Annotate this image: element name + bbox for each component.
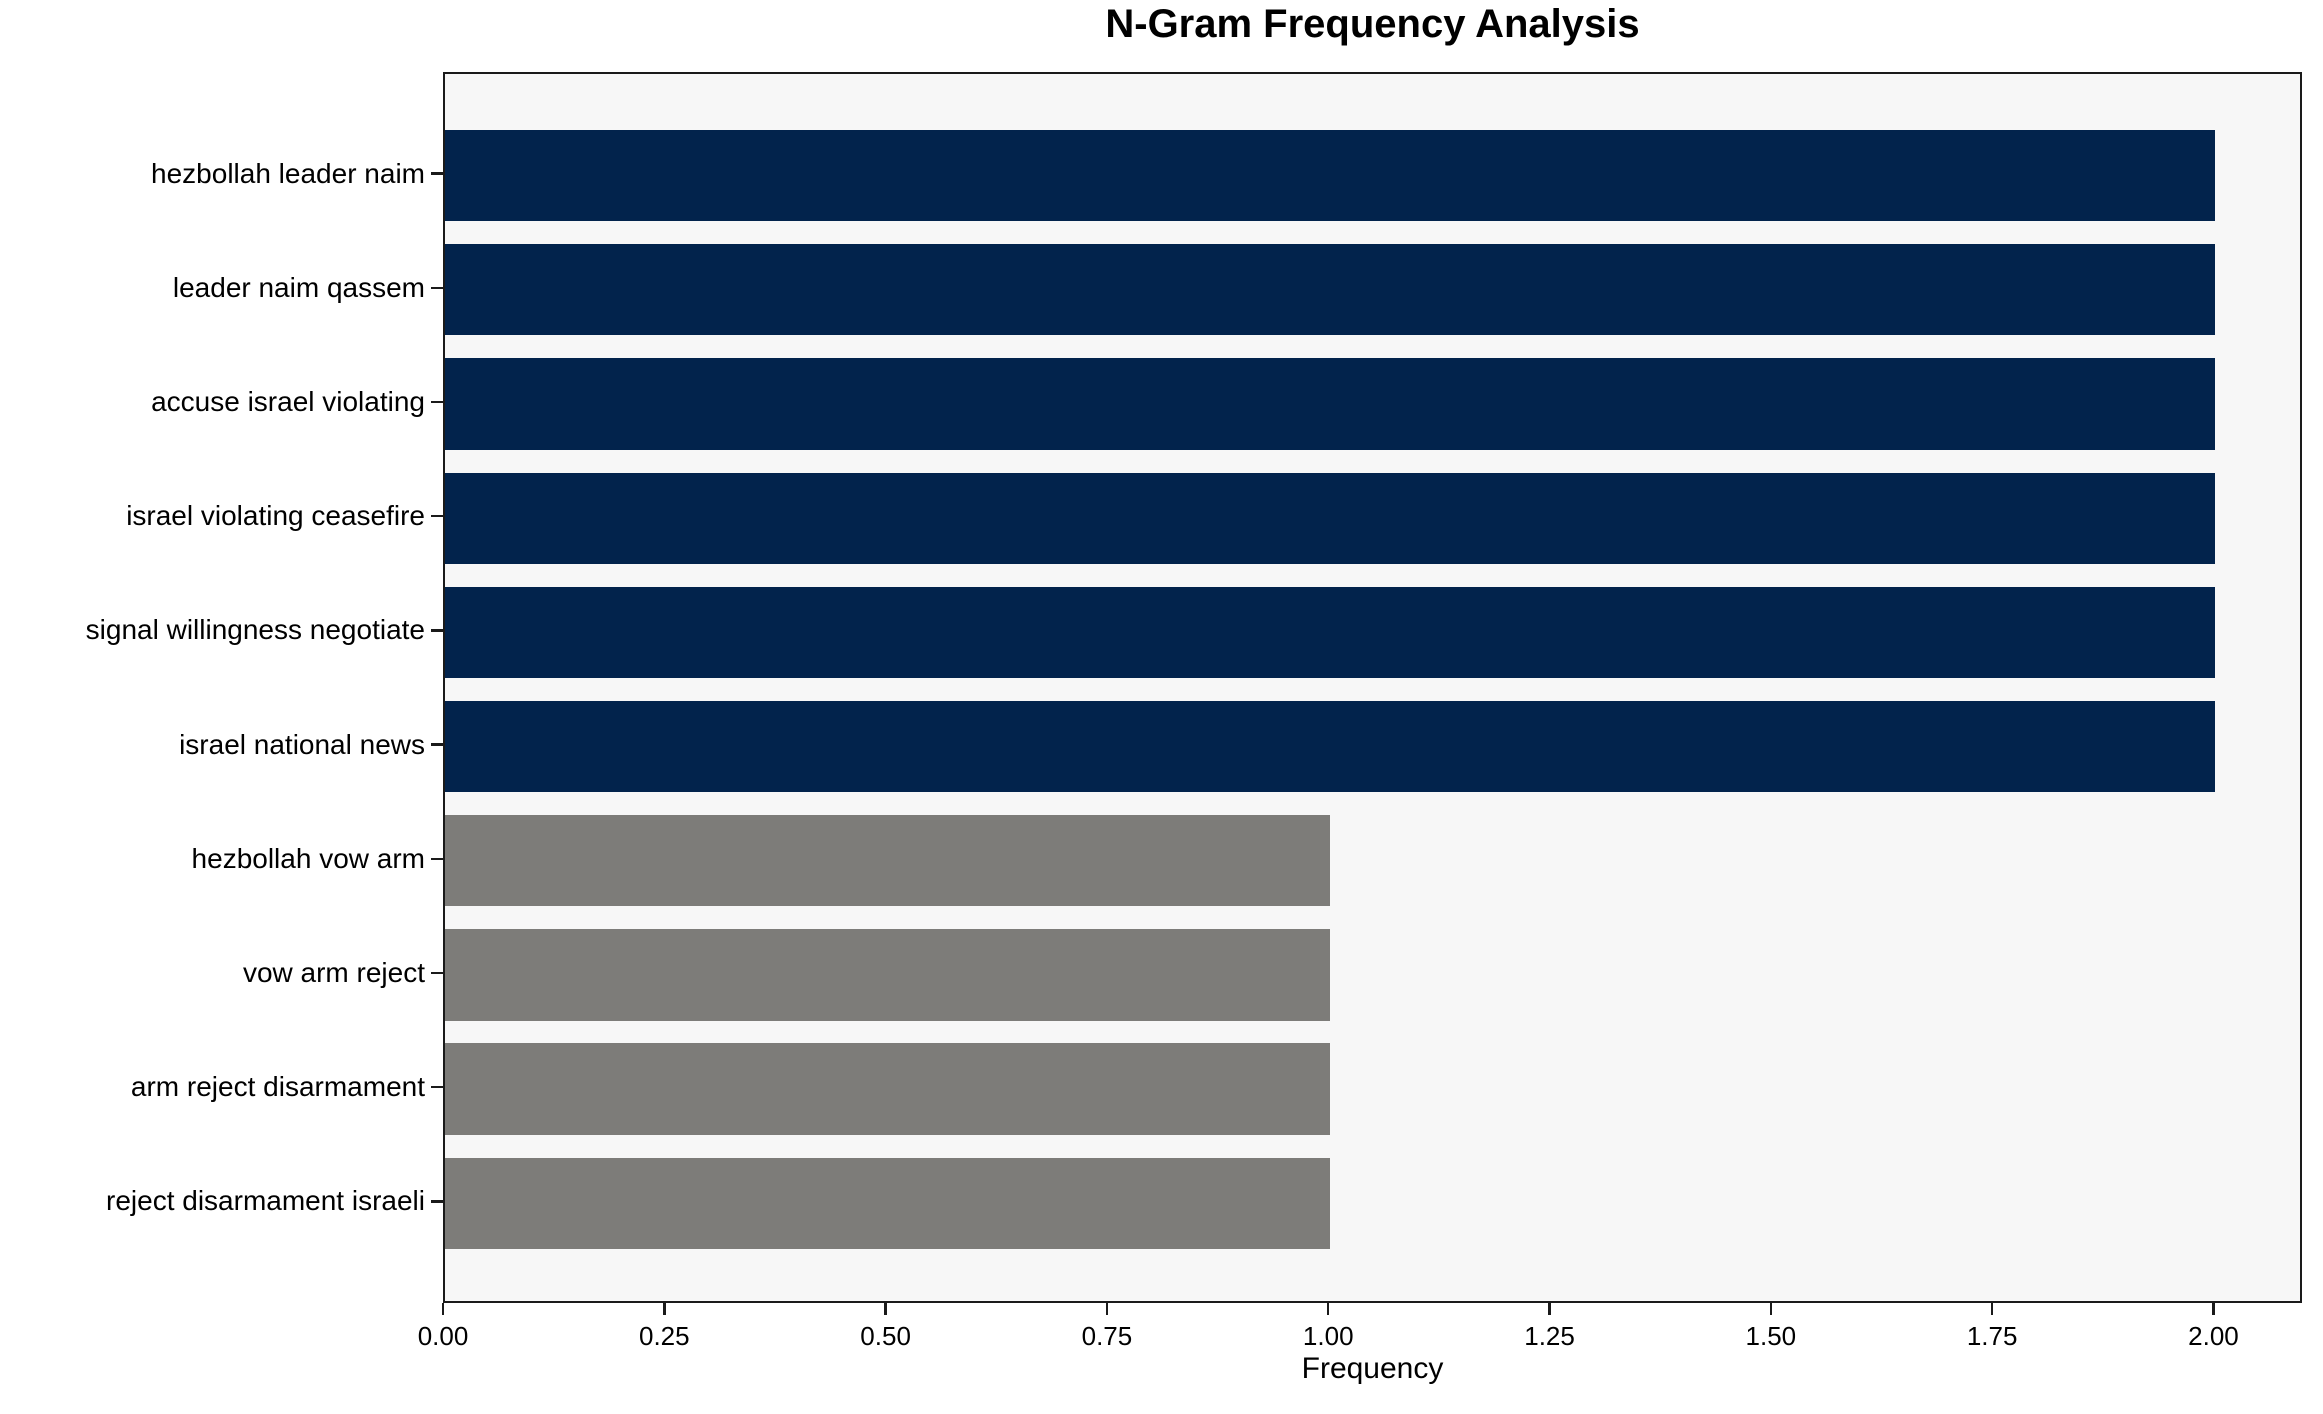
bar: [445, 358, 2216, 450]
bar: [445, 244, 2216, 336]
x-tick: [884, 1303, 887, 1315]
y-axis-label: arm reject disarmament: [130, 1071, 425, 1103]
y-tick: [431, 286, 443, 290]
x-tick: [1548, 1303, 1551, 1315]
x-tick-label: 1.25: [1524, 1321, 1575, 1351]
y-axis-label: leader naim qassem: [172, 271, 425, 303]
x-tick-label: 1.50: [1745, 1321, 1797, 1351]
x-tick: [1326, 1303, 1330, 1315]
x-tick: [1105, 1303, 1109, 1315]
x-tick: [441, 1303, 445, 1315]
bar: [445, 129, 2216, 222]
bar: [445, 1157, 1331, 1250]
x-tick: [1769, 1303, 1773, 1315]
bar: [445, 815, 1331, 907]
y-axis-label: signal willingness negotiate: [85, 614, 425, 646]
bar: [445, 1043, 1331, 1135]
x-tick-label: 1.00: [1302, 1321, 1354, 1351]
y-tick: [431, 1085, 443, 1089]
x-tick: [2212, 1303, 2215, 1315]
y-tick: [431, 400, 443, 404]
x-tick-label: 1.75: [1966, 1321, 2018, 1351]
bar: [445, 472, 2216, 564]
y-tick: [431, 971, 443, 975]
y-axis-label: hezbollah leader naim: [151, 157, 425, 189]
y-tick: [431, 172, 443, 175]
y-axis-label: reject disarmament israeli: [106, 1185, 425, 1217]
x-tick-label: 0.75: [1081, 1321, 1133, 1351]
chart-title: N-Gram Frequency Analysis: [1105, 2, 1640, 46]
y-tick: [431, 629, 443, 632]
bar: [445, 586, 2216, 679]
y-tick: [431, 1200, 443, 1203]
y-axis-label: israel violating ceasefire: [126, 500, 425, 532]
plot-area: [443, 72, 2302, 1303]
y-axis-label: vow arm reject: [242, 956, 425, 988]
y-axis-label: israel national news: [179, 728, 425, 760]
bar: [445, 929, 1331, 1021]
x-tick-label: 0.50: [860, 1321, 911, 1351]
bar: [445, 700, 2216, 793]
x-tick: [1990, 1303, 1994, 1315]
x-tick-label: 0.25: [638, 1321, 690, 1351]
y-axis-label: accuse israel violating: [151, 386, 425, 418]
y-tick: [431, 857, 443, 861]
y-tick: [431, 514, 443, 518]
y-tick: [431, 743, 443, 746]
x-tick: [663, 1303, 666, 1315]
x-tick-label: 2.00: [2188, 1321, 2239, 1351]
x-axis-label: Frequency: [1301, 1352, 1444, 1385]
x-tick-label: 0.00: [417, 1321, 469, 1351]
y-axis-label: hezbollah vow arm: [191, 842, 425, 874]
